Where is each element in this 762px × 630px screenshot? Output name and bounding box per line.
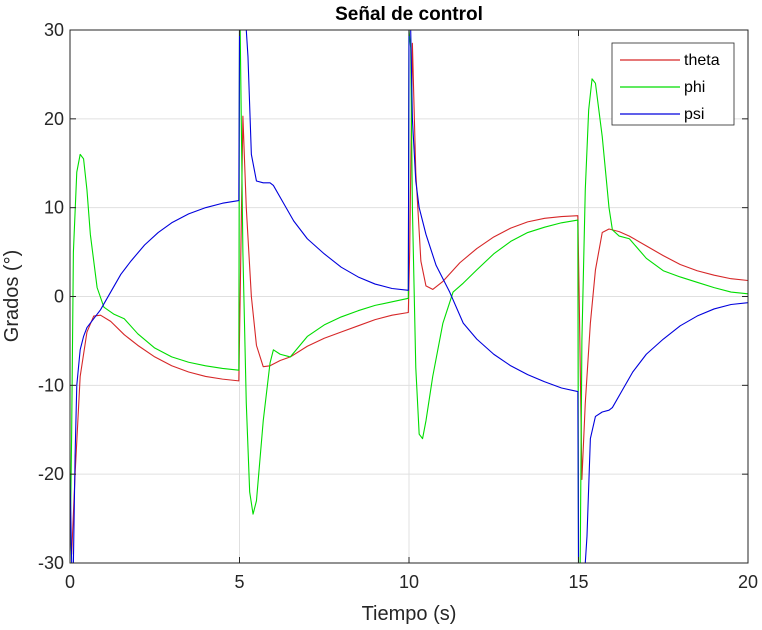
- legend-label-theta: theta: [684, 52, 720, 69]
- x-axis-label: Tiempo (s): [362, 603, 457, 625]
- y-axis-label: Grados (°): [1, 250, 23, 342]
- chart-title: Señal de control: [335, 4, 483, 25]
- series-line-phi: [70, 30, 748, 563]
- y-tick-label: 20: [44, 109, 64, 129]
- y-tick-label: -20: [38, 464, 64, 484]
- series-layer: [70, 30, 748, 563]
- axis-ticks: [69, 29, 749, 564]
- legend-label-psi: psi: [684, 106, 704, 123]
- x-tick-label: 15: [568, 572, 588, 592]
- x-tick-label: 0: [65, 572, 75, 592]
- legend-label-phi: phi: [684, 79, 705, 96]
- y-tick-label: 0: [54, 287, 64, 307]
- y-tick-label: -30: [38, 553, 64, 573]
- legend-box: [611, 42, 735, 126]
- y-tick-label: 10: [44, 198, 64, 218]
- y-tick-label: 30: [44, 20, 64, 40]
- y-tick-labels: -30 -20 -10 0 10 20 30: [38, 20, 64, 573]
- x-tick-label: 5: [234, 572, 244, 592]
- y-tick-label: -10: [38, 375, 64, 395]
- series-line-psi: [70, 30, 748, 563]
- series-line-theta: [70, 42, 748, 555]
- x-tick-label: 20: [738, 572, 758, 592]
- x-tick-label: 10: [399, 572, 419, 592]
- x-tick-labels: 0 5 10 15 20: [65, 572, 758, 592]
- legend: theta phi psi: [611, 42, 735, 126]
